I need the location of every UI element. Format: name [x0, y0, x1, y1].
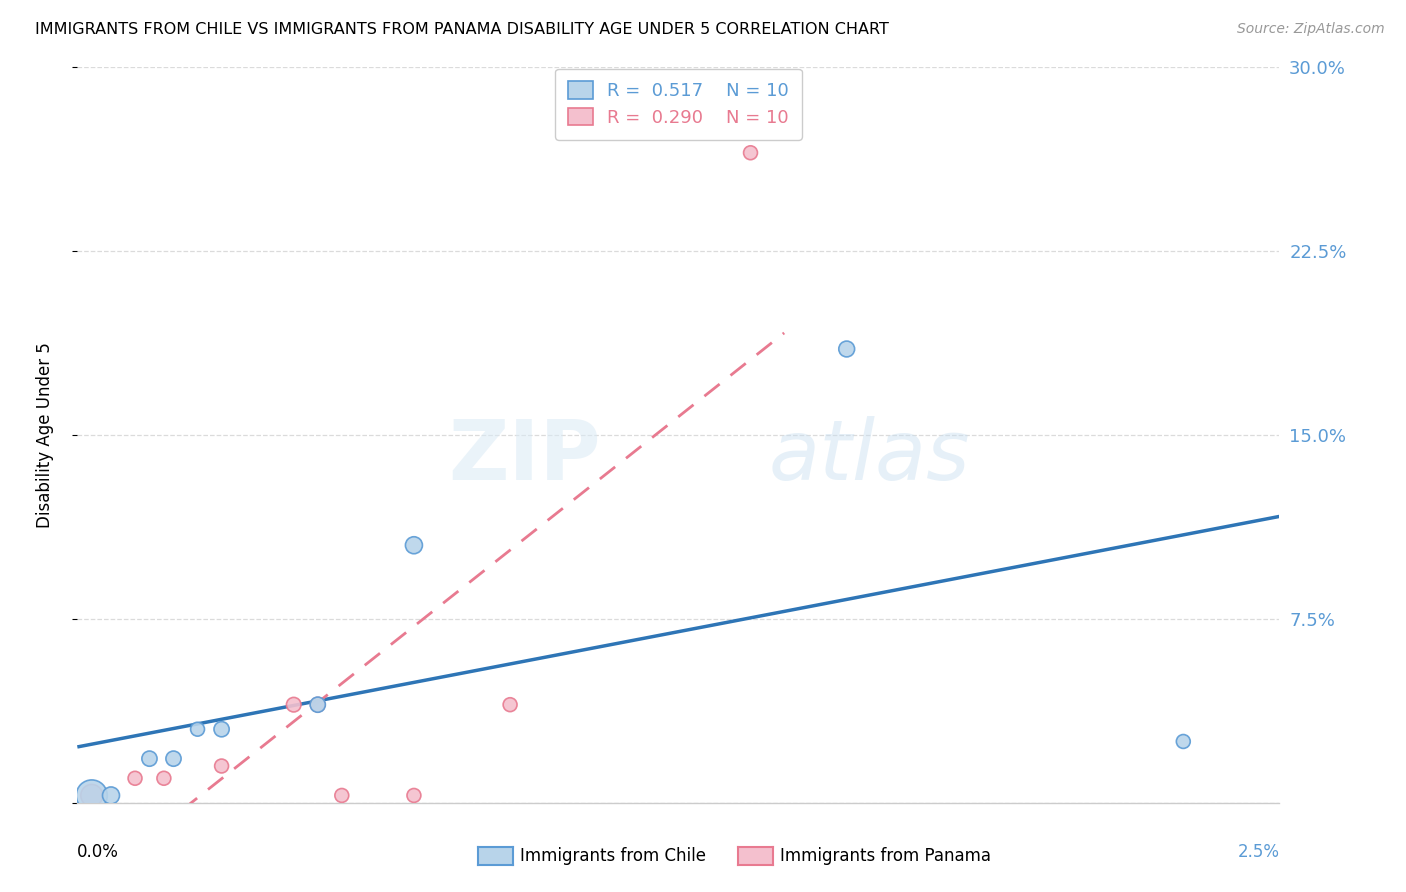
Y-axis label: Disability Age Under 5: Disability Age Under 5 — [35, 342, 53, 528]
Point — [283, 698, 305, 712]
Point — [330, 789, 353, 803]
Point — [1173, 734, 1195, 748]
Text: Immigrants from Chile: Immigrants from Chile — [520, 847, 706, 865]
Point — [138, 751, 160, 765]
Text: 0.0%: 0.0% — [77, 843, 120, 862]
Text: IMMIGRANTS FROM CHILE VS IMMIGRANTS FROM PANAMA DISABILITY AGE UNDER 5 CORRELATI: IMMIGRANTS FROM CHILE VS IMMIGRANTS FROM… — [35, 22, 889, 37]
Legend: R =  0.517    N = 10, R =  0.290    N = 10: R = 0.517 N = 10, R = 0.290 N = 10 — [555, 69, 801, 139]
Point — [153, 771, 176, 786]
Text: Immigrants from Panama: Immigrants from Panama — [780, 847, 991, 865]
Point — [80, 789, 103, 803]
Text: Source: ZipAtlas.com: Source: ZipAtlas.com — [1237, 22, 1385, 37]
Text: 2.5%: 2.5% — [1237, 843, 1279, 862]
Point — [211, 723, 233, 737]
Point — [402, 538, 425, 552]
Point — [162, 751, 184, 765]
Point — [307, 698, 329, 712]
Point — [100, 789, 122, 803]
Point — [211, 759, 233, 773]
Point — [402, 789, 425, 803]
Point — [835, 342, 858, 356]
Point — [499, 698, 522, 712]
Text: atlas: atlas — [769, 417, 970, 498]
Text: ZIP: ZIP — [447, 417, 600, 498]
Point — [124, 771, 146, 786]
Point — [307, 698, 329, 712]
Point — [80, 789, 103, 803]
Point — [740, 145, 762, 160]
Point — [187, 723, 209, 737]
